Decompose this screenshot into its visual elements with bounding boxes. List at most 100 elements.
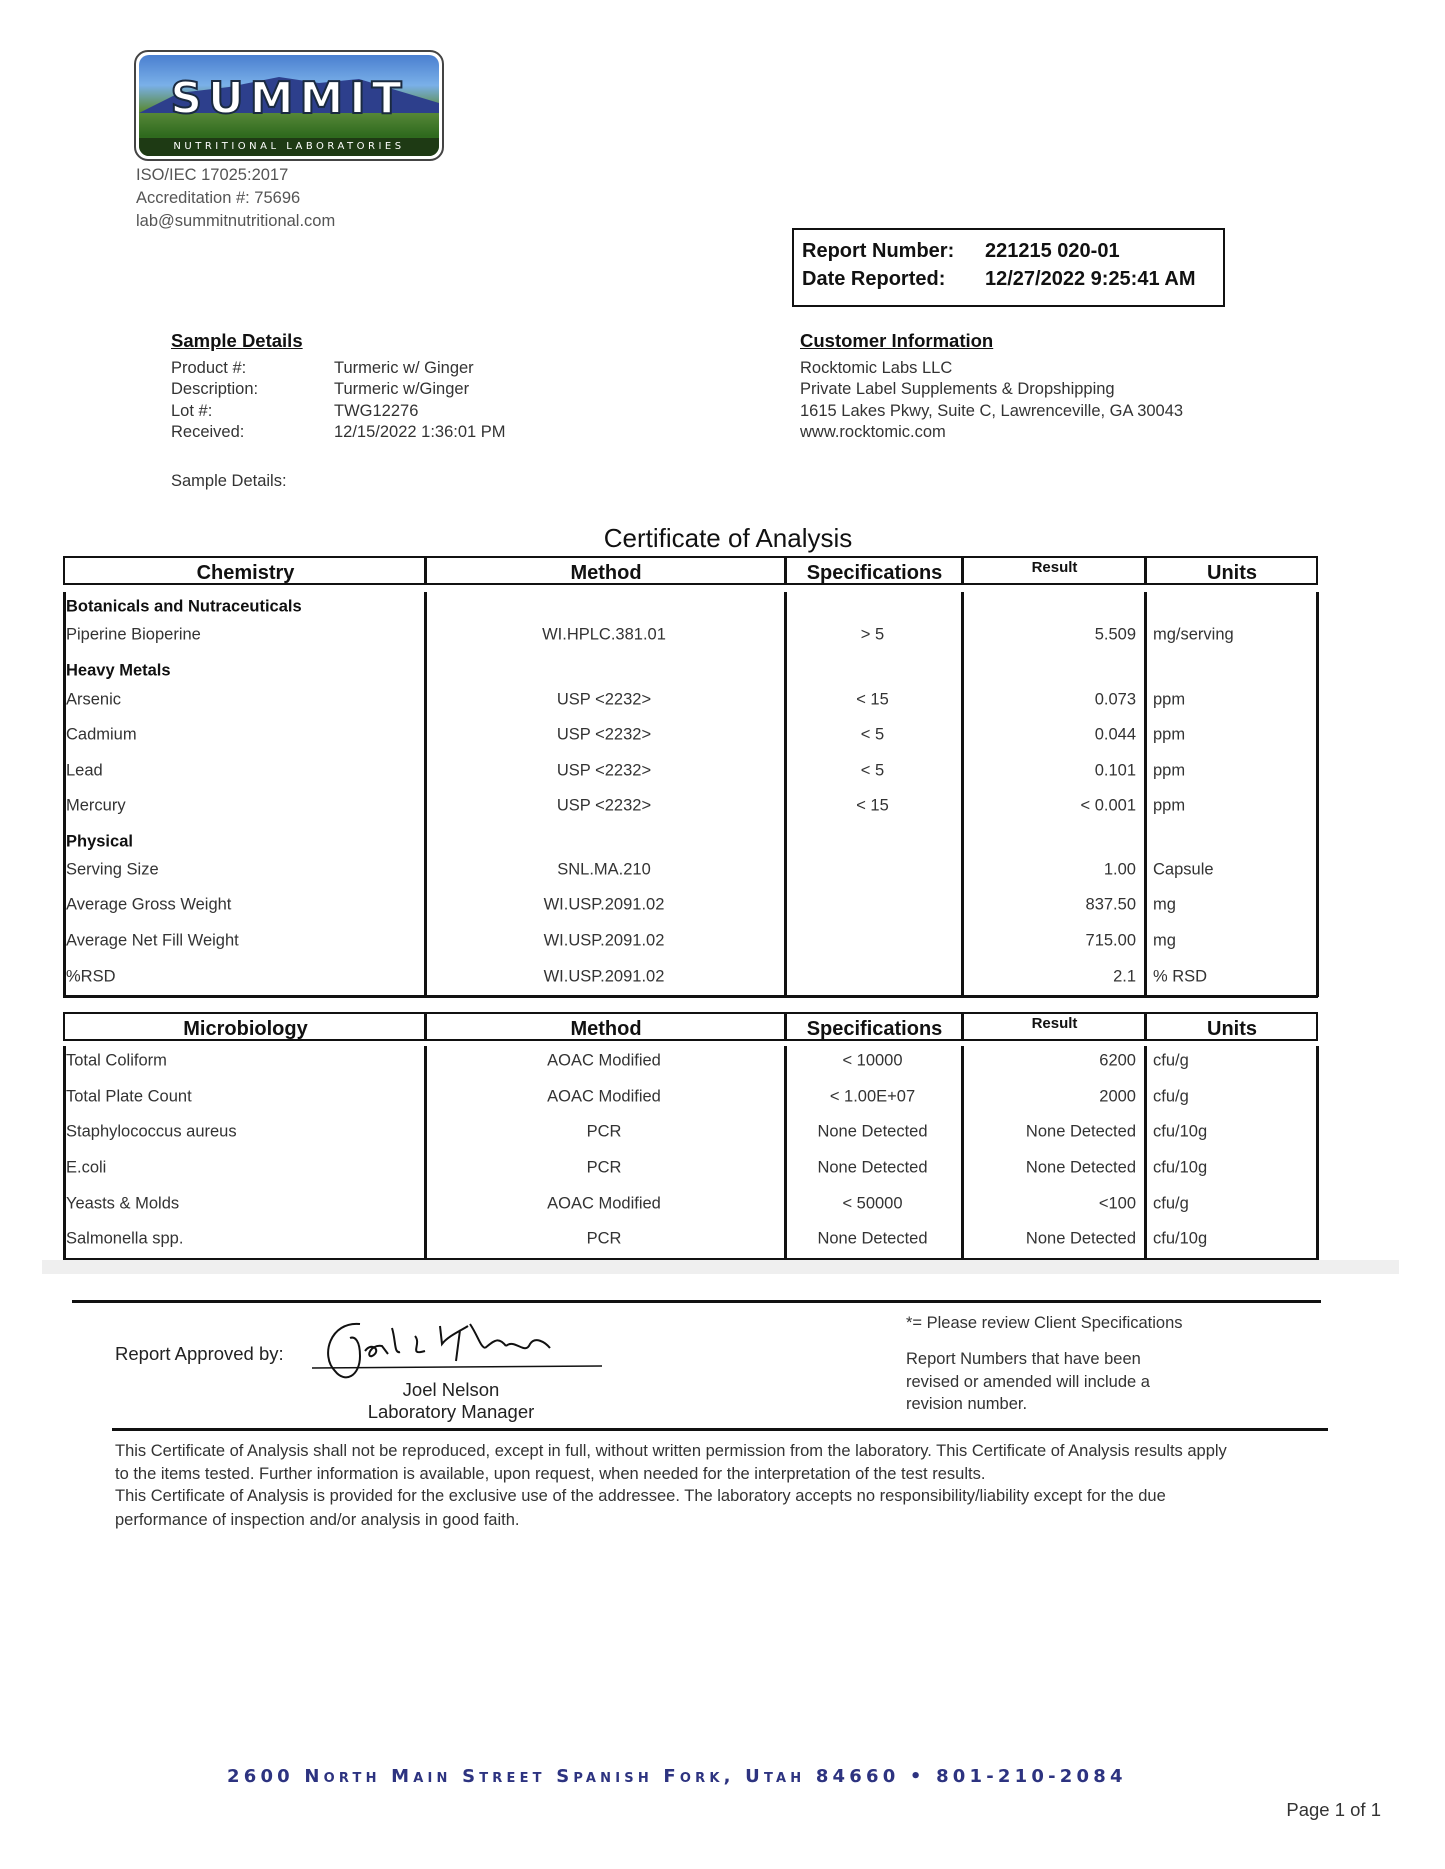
approver-title: Laboratory Manager xyxy=(367,1401,535,1422)
cell-test-name: Total Plate Count xyxy=(66,1087,192,1106)
cell-test-name: %RSD xyxy=(66,967,116,986)
column-divider xyxy=(961,556,964,585)
approver-name: Joel Nelson xyxy=(402,1379,500,1400)
sample-field-value: Turmeric w/Ginger xyxy=(334,380,470,398)
sample-field-label: Description: xyxy=(171,380,259,398)
cell-test-name: Serving Size xyxy=(66,860,159,879)
summit-logo: SUMMIT NUTRITIONAL LABORATORIES xyxy=(134,50,444,161)
disclaimer-line: performance of inspection and/or analysi… xyxy=(115,1511,520,1529)
cell-units: mg xyxy=(1153,931,1176,950)
customer-info-line: 1615 Lakes Pkwy, Suite C, Lawrenceville,… xyxy=(800,402,1184,420)
column-header-method: Method xyxy=(570,1018,642,1040)
cell-test-name: Average Gross Weight xyxy=(66,895,232,914)
cell-result: 6200 xyxy=(1099,1051,1136,1070)
lab-email: lab@summitnutritional.com xyxy=(136,212,336,230)
column-divider xyxy=(424,592,427,997)
cell-units: ppm xyxy=(1153,725,1186,744)
cell-result: 5.509 xyxy=(1094,625,1136,644)
cell-test-name: E.coli xyxy=(66,1158,107,1177)
cell-test-name: Salmonella spp. xyxy=(66,1229,184,1248)
column-divider xyxy=(1144,1012,1147,1041)
date-reported-label: Date Reported: xyxy=(802,268,946,290)
disclaimer-line: This Certificate of Analysis shall not b… xyxy=(115,1442,1227,1460)
accreditation-number: Accreditation #: 75696 xyxy=(136,189,301,207)
cell-test-name: Lead xyxy=(66,761,103,780)
column-divider xyxy=(1316,592,1319,997)
section-heading: Physical xyxy=(66,832,133,851)
column-divider xyxy=(784,556,787,585)
column-divider xyxy=(961,592,964,997)
logo-subtext: NUTRITIONAL LABORATORIES xyxy=(139,138,439,156)
report-number-label: Report Number: xyxy=(802,240,955,262)
disclaimer-line: This Certificate of Analysis is provided… xyxy=(115,1487,1166,1505)
cell-method: AOAC Modified xyxy=(547,1087,661,1106)
column-header-result: Result xyxy=(1031,559,1078,576)
cell-result: None Detected xyxy=(1025,1229,1136,1248)
divider xyxy=(72,1300,1321,1303)
certificate-title: Certificate of Analysis xyxy=(603,523,853,553)
cell-method: AOAC Modified xyxy=(547,1051,661,1070)
cell-units: cfu/10g xyxy=(1153,1158,1208,1177)
cell-result: None Detected xyxy=(1025,1158,1136,1177)
lab-address: 2600 North Main Street Spanish Fork, Uta… xyxy=(227,1766,1127,1787)
section-heading: Botanicals and Nutraceuticals xyxy=(66,597,302,616)
cell-result: <100 xyxy=(1098,1194,1136,1213)
cell-test-name: Mercury xyxy=(66,796,126,815)
cell-result: 0.044 xyxy=(1094,725,1136,744)
cell-units: ppm xyxy=(1153,761,1186,780)
cell-result: 837.50 xyxy=(1085,895,1136,914)
column-divider xyxy=(424,556,427,585)
customer-info-heading: Customer Information xyxy=(800,330,994,351)
cell-specification: None Detected xyxy=(817,1158,928,1177)
column-divider xyxy=(961,1046,964,1260)
column-divider xyxy=(784,1012,787,1041)
column-header-specification: Specifications xyxy=(806,1018,943,1040)
cell-units: cfu/10g xyxy=(1153,1122,1208,1141)
sample-details-label: Sample Details: xyxy=(171,472,287,490)
cell-specification: < 5 xyxy=(860,725,885,744)
table-bottom-border xyxy=(63,1258,1318,1261)
cell-units: cfu/g xyxy=(1153,1051,1189,1070)
cell-test-name: Yeasts & Molds xyxy=(66,1194,180,1213)
cell-specification: > 5 xyxy=(860,625,885,644)
table-header-row: Chemistry Method Specifications Result Units xyxy=(63,556,1318,585)
cell-method: WI.HPLC.381.01 xyxy=(542,625,666,644)
column-header-result: Result xyxy=(1031,1015,1078,1032)
column-divider xyxy=(784,1046,787,1260)
column-header-specification: Specifications xyxy=(806,562,943,584)
cell-result: 2000 xyxy=(1099,1087,1136,1106)
cell-units: cfu/g xyxy=(1153,1194,1189,1213)
column-divider xyxy=(63,1046,66,1260)
report-info-box: Report Number: 221215 020-01 Date Report… xyxy=(792,228,1225,307)
cell-method: WI.USP.2091.02 xyxy=(543,931,665,950)
cell-result: < 0.001 xyxy=(1080,796,1136,815)
cell-test-name: Arsenic xyxy=(66,690,122,709)
cell-method: PCR xyxy=(586,1158,622,1177)
column-header-units: Units xyxy=(1207,562,1257,584)
cell-method: WI.USP.2091.02 xyxy=(543,967,665,986)
cell-specification: None Detected xyxy=(817,1229,928,1248)
customer-info-line: www.rocktomic.com xyxy=(800,423,946,441)
signature-image xyxy=(311,1322,603,1379)
cell-test-name: Staphylococcus aureus xyxy=(66,1122,237,1141)
cell-method: PCR xyxy=(586,1122,622,1141)
customer-info-line: Private Label Supplements & Dropshipping xyxy=(800,380,1115,398)
column-divider xyxy=(1144,556,1147,585)
column-divider xyxy=(424,1046,427,1260)
column-header-test-name: Microbiology xyxy=(183,1018,308,1040)
cell-units: ppm xyxy=(1153,690,1186,709)
column-header-method: Method xyxy=(570,562,642,584)
revision-note-line: revision number. xyxy=(906,1395,1028,1413)
cell-specification: < 15 xyxy=(856,796,889,815)
client-spec-note: *= Please review Client Specifications xyxy=(906,1314,1183,1332)
report-number: 221215 020-01 xyxy=(985,240,1120,262)
cell-method: WI.USP.2091.02 xyxy=(543,895,665,914)
cell-test-name: Total Coliform xyxy=(66,1051,167,1070)
cell-specification: < 1.00E+07 xyxy=(829,1087,916,1106)
cell-method: USP <2232> xyxy=(556,725,652,744)
cell-specification: < 50000 xyxy=(842,1194,903,1213)
column-header-test-name: Chemistry xyxy=(196,562,295,584)
cell-method: USP <2232> xyxy=(556,690,652,709)
section-heading: Heavy Metals xyxy=(66,661,171,680)
cell-method: SNL.MA.210 xyxy=(557,860,651,879)
